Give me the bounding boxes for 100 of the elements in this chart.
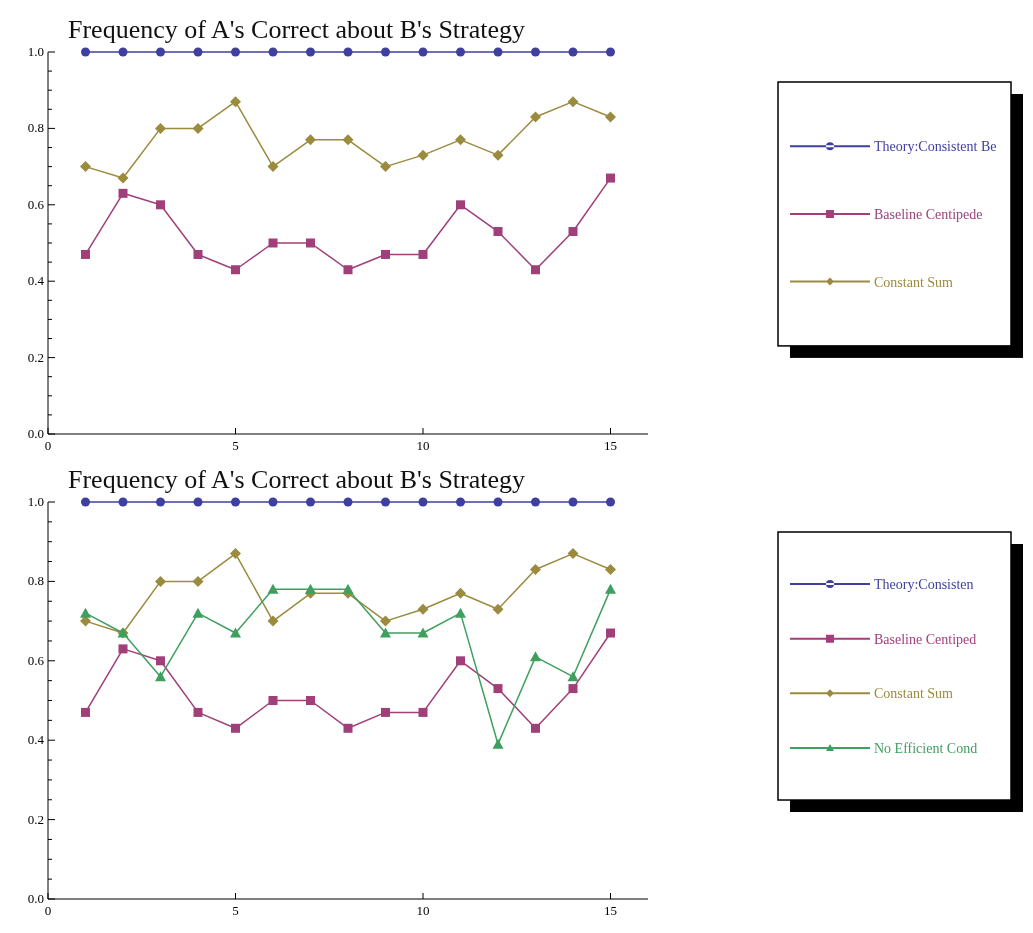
point	[268, 238, 278, 248]
point	[418, 707, 428, 717]
point	[418, 497, 428, 507]
point	[455, 134, 466, 146]
point	[493, 47, 503, 57]
point	[493, 684, 503, 694]
point	[193, 249, 203, 259]
point	[380, 615, 391, 627]
point	[417, 149, 429, 161]
point	[605, 111, 616, 123]
point	[231, 47, 240, 57]
chart-title: Frequency of A's Correct about B's Strategy	[68, 15, 526, 44]
point	[606, 47, 615, 57]
x-tick-label: 5	[232, 438, 239, 453]
y-tick-label: 0.8	[27, 120, 44, 136]
point	[231, 497, 240, 507]
y-tick-label: 0.8	[27, 573, 44, 589]
point	[268, 497, 278, 507]
point	[306, 238, 315, 248]
point	[455, 587, 466, 599]
point	[380, 627, 391, 638]
y-tick-label: 0.2	[27, 811, 44, 827]
x-tick-label: 0	[44, 438, 52, 453]
point	[155, 122, 166, 134]
point	[605, 563, 616, 575]
point	[493, 227, 503, 237]
point	[306, 47, 315, 57]
y-tick-label: 0.4	[27, 273, 45, 289]
point	[193, 497, 203, 507]
point	[156, 497, 165, 507]
x-tick-label: 15	[604, 903, 617, 918]
point	[230, 627, 241, 638]
point	[230, 548, 241, 560]
point	[568, 497, 578, 507]
point	[417, 627, 429, 638]
text: Theory:Consisten	[874, 576, 974, 592]
point	[267, 583, 279, 594]
point	[267, 615, 279, 627]
point	[268, 47, 278, 57]
point	[456, 47, 465, 57]
point	[81, 707, 90, 717]
y-tick-label: 0.0	[27, 891, 44, 906]
point	[530, 651, 541, 662]
text: Baseline Centiped	[874, 631, 977, 647]
point	[156, 656, 165, 666]
point	[118, 47, 128, 57]
x-tick-label: 15	[604, 438, 617, 453]
point	[342, 134, 354, 146]
y-tick-label: 1.0	[27, 494, 44, 509]
point	[268, 696, 278, 705]
x-tick-label: 10	[416, 438, 430, 453]
x-tick-label: 5	[232, 903, 239, 918]
point	[380, 161, 391, 173]
point	[418, 249, 428, 259]
point	[455, 607, 466, 618]
point	[456, 497, 465, 507]
point	[605, 583, 616, 594]
y-tick-label: 0.2	[27, 349, 44, 365]
point	[418, 47, 428, 57]
point	[192, 575, 204, 587]
point	[568, 684, 578, 694]
point	[231, 265, 240, 275]
point	[306, 497, 315, 507]
point	[118, 497, 128, 507]
point	[531, 723, 540, 733]
point	[567, 671, 579, 682]
point	[81, 497, 90, 507]
point	[342, 583, 354, 594]
point	[81, 249, 90, 259]
point	[343, 723, 353, 733]
point	[267, 161, 279, 173]
point	[192, 122, 204, 134]
point	[381, 497, 390, 507]
point	[155, 671, 166, 682]
point	[231, 723, 240, 733]
point	[568, 47, 578, 57]
point	[306, 696, 315, 705]
point	[531, 265, 540, 275]
text: Constant Sum	[874, 274, 954, 290]
point	[156, 200, 165, 210]
y-tick-label: 0.0	[27, 426, 44, 441]
point	[305, 134, 316, 146]
text: Theory:Consistent Be	[874, 139, 997, 155]
y-tick-label: 1.0	[27, 44, 44, 59]
point	[492, 603, 504, 615]
point	[193, 47, 203, 57]
point	[456, 656, 465, 666]
point	[80, 161, 91, 173]
y-tick-label: 0.6	[27, 196, 45, 212]
point	[305, 583, 316, 594]
point	[381, 47, 390, 57]
point	[343, 497, 353, 507]
point	[417, 603, 429, 615]
x-tick-label: 10	[416, 903, 430, 918]
point	[456, 200, 465, 210]
text: Constant Sum	[874, 686, 954, 702]
point	[530, 111, 541, 123]
point	[81, 47, 90, 57]
text: Baseline Centipede	[874, 206, 983, 222]
point	[117, 172, 129, 184]
